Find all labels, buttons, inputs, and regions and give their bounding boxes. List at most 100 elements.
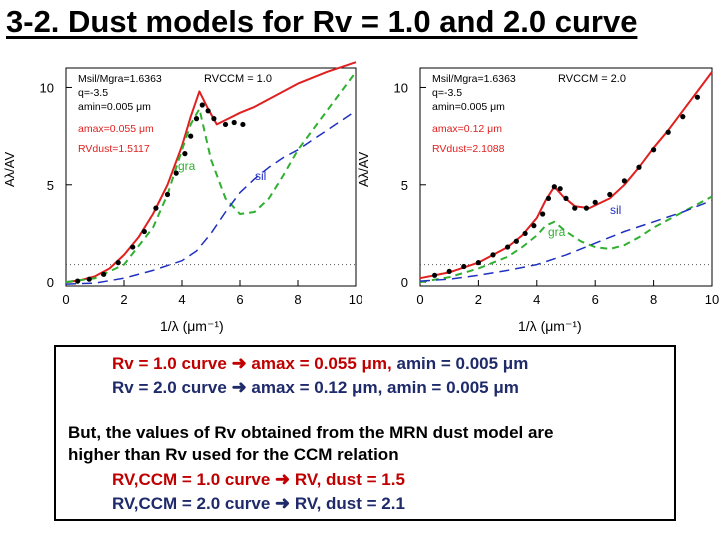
sil-label: sil <box>255 169 266 183</box>
param-amin: amin=0.005 μm <box>78 101 151 113</box>
note-line-2: higher than Rv used for the CCM relation <box>68 445 399 464</box>
x-tick-label: 4 <box>178 292 185 307</box>
rv2-amax: amax = 0.12 μm, <box>251 378 388 397</box>
param-rv-dust: RVdust=2.1088 <box>432 143 505 155</box>
observed-point <box>475 260 481 266</box>
observed-point <box>141 228 147 235</box>
param-q: q=-3.5 <box>432 87 462 99</box>
observed-point <box>522 230 528 237</box>
ccm2-rhs: RV, dust = 2.1 <box>294 494 405 513</box>
ccm1-line: RV,CCM = 1.0 curve ➜ RV, dust = 1.5 <box>112 469 405 490</box>
observed-point <box>531 223 537 229</box>
rv2-amin: amin = 0.005 μm <box>387 378 519 397</box>
total-curve <box>65 61 357 284</box>
series-group <box>65 61 357 285</box>
ccm2-line: RV,CCM = 2.0 curve ➜ RV, dust = 2.1 <box>112 493 405 514</box>
y-tick-label: 0 <box>47 275 54 290</box>
observed-point <box>188 133 194 139</box>
y-axis-label: Aλ/AV <box>2 152 17 187</box>
slide-title: 3-2. Dust models for Rv = 1.0 and 2.0 cu… <box>6 4 638 39</box>
x-tick-label: 0 <box>62 292 69 307</box>
x-tick-label: 0 <box>416 292 423 307</box>
observed-point <box>607 191 613 198</box>
plot-frame <box>419 67 713 287</box>
observed-point <box>164 191 171 198</box>
param-block: Msil/Mgra=1.6363 q=-3.5 amin=0.005 μm am… <box>78 73 162 155</box>
y-tick-label: 10 <box>40 80 54 95</box>
arrow-right-icon: ➜ <box>275 493 291 513</box>
rv1-line: Rv = 1.0 curve ➜ amax = 0.055 μm, amin =… <box>112 353 528 374</box>
observed-point <box>621 178 627 184</box>
ccm1-lhs: RV,CCM = 1.0 curve <box>112 470 271 489</box>
summary-box: Rv = 1.0 curve ➜ amax = 0.055 μm, amin =… <box>54 345 676 521</box>
observed-point <box>694 94 700 100</box>
x-tick-label: 8 <box>294 292 301 307</box>
observed-point <box>211 116 217 122</box>
observed-point <box>75 278 81 284</box>
observed-point <box>505 244 511 250</box>
observed-point <box>540 211 546 217</box>
observed-point <box>115 260 121 266</box>
param-mass-ratio: Msil/Mgra=1.6363 <box>78 73 162 85</box>
observed-point <box>205 108 211 114</box>
note-line-1: But, the values of Rv obtained from the … <box>68 423 554 442</box>
param-mass-ratio: Msil/Mgra=1.6363 <box>432 73 516 85</box>
x-axis-label: 1/λ (μm⁻¹) <box>160 318 224 334</box>
tick-group: 0 2 4 6 8 10 0 5 10 <box>394 80 720 307</box>
x-tick-label: 10 <box>349 292 362 307</box>
observed-point <box>583 205 590 211</box>
x-tick-label: 10 <box>705 292 719 307</box>
arrow-right-icon: ➜ <box>231 353 247 373</box>
param-amin: amin=0.005 μm <box>432 101 505 113</box>
ccm1-rhs: RV, dust = 1.5 <box>294 470 405 489</box>
y-tick-label: 0 <box>401 275 408 290</box>
x-tick-label: 4 <box>533 292 540 307</box>
rv2-lhs: Rv = 2.0 curve <box>112 378 227 397</box>
gra-label: gra <box>548 225 566 239</box>
x-tick-label: 2 <box>475 292 482 307</box>
observed-point <box>222 121 229 128</box>
observed-point <box>545 195 552 202</box>
observed-point <box>636 164 642 170</box>
observed-point <box>153 205 159 211</box>
param-q: q=-3.5 <box>78 87 108 99</box>
param-block: Msil/Mgra=1.6363 q=-3.5 amin=0.005 μm am… <box>432 73 516 155</box>
observed-point <box>193 116 200 122</box>
gra-curve <box>65 71 357 284</box>
param-amax: amax=0.055 μm <box>78 123 154 135</box>
observed-point <box>490 252 496 258</box>
x-tick-label: 6 <box>236 292 243 307</box>
rv2-line: Rv = 2.0 curve ➜ amax = 0.12 μm, amin = … <box>112 377 519 398</box>
rv-ccm-label: RVCCM = 2.0 <box>558 73 626 85</box>
observed-point <box>199 102 205 108</box>
observed-point <box>572 205 578 211</box>
observed-point <box>551 184 557 190</box>
param-amax: amax=0.12 μm <box>432 123 502 135</box>
observed-point <box>86 276 92 282</box>
y-tick-label: 5 <box>47 178 54 193</box>
rv1-amin: amin = 0.005 μm <box>396 354 529 373</box>
x-tick-label: 6 <box>592 292 599 307</box>
y-tick-label: 10 <box>394 80 408 95</box>
gra-label: gra <box>178 159 196 173</box>
arrow-right-icon: ➜ <box>231 377 247 397</box>
y-axis-label: Aλ/AV <box>358 152 371 187</box>
observed-point <box>461 263 467 270</box>
observed-point <box>173 170 179 176</box>
observed-point <box>446 268 452 275</box>
series-group <box>419 71 713 284</box>
rv1-lhs: Rv = 1.0 curve <box>112 354 227 373</box>
observed-point <box>231 119 237 126</box>
observed-point <box>101 271 107 277</box>
observed-point <box>592 199 598 205</box>
observed-point <box>651 147 657 153</box>
x-axis-label: 1/λ (μm⁻¹) <box>518 318 582 334</box>
observed-point <box>665 129 671 135</box>
observed-point <box>240 121 246 128</box>
observed-point <box>680 114 686 120</box>
chart-left: 0 2 4 6 8 10 0 5 10 Aλ/AV 1/λ (μm⁻¹) Msil/Mgra=1… <box>2 61 362 334</box>
observed-point <box>557 186 563 192</box>
arrow-right-icon: ➜ <box>275 469 291 489</box>
sil-label: sil <box>610 203 621 217</box>
plot-frame <box>65 67 357 287</box>
